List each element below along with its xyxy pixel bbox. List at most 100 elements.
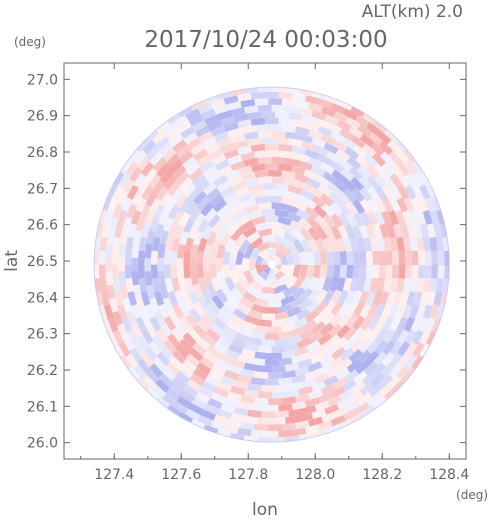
y-tick-label: 26.1 <box>27 399 58 415</box>
heatmap-cell <box>264 333 279 340</box>
heatmap-cell <box>226 391 242 402</box>
heatmap-cell <box>139 203 152 219</box>
heatmap-cell <box>128 148 141 163</box>
heatmap-cell <box>178 364 194 379</box>
heatmap-cell <box>405 172 418 189</box>
heatmap-cell <box>124 250 132 265</box>
heatmap-cell <box>367 316 380 332</box>
heatmap-cell <box>201 289 213 305</box>
heatmap-cell <box>171 349 187 365</box>
heatmap-cell <box>319 193 335 207</box>
heatmap-cell <box>287 408 303 418</box>
heatmap-cell <box>271 437 286 443</box>
heatmap-cell <box>130 190 143 207</box>
heatmap-cell <box>283 285 298 299</box>
heatmap-cell <box>318 98 334 110</box>
heatmap-cell <box>389 185 403 201</box>
heatmap-cell <box>311 137 327 149</box>
heatmap-cell <box>219 305 234 320</box>
heatmap-cell <box>141 374 157 390</box>
heatmap-cell <box>331 169 347 183</box>
heatmap-cell <box>335 148 351 162</box>
heatmap-cell <box>137 155 151 171</box>
heatmap-cell <box>159 321 173 338</box>
heatmap-cell <box>219 209 234 224</box>
heatmap-cell <box>190 243 199 259</box>
heatmap-cell <box>261 111 276 118</box>
heatmap-cell <box>404 329 417 346</box>
heatmap-cell <box>163 339 177 355</box>
heatmap-cell <box>336 397 352 410</box>
heatmap-cell <box>203 243 213 259</box>
heatmap-cell <box>326 334 341 348</box>
heatmap-cell <box>209 264 218 279</box>
heatmap-cell <box>176 120 193 134</box>
heatmap-cell <box>149 151 164 166</box>
heatmap-cell <box>112 202 124 219</box>
heatmap-cell <box>145 229 156 245</box>
heatmap-cell <box>350 135 367 149</box>
heatmap-cell <box>107 196 119 212</box>
x-tick-label: 127.4 <box>94 467 134 483</box>
heatmap-cell <box>206 170 222 185</box>
heatmap-cell <box>239 395 255 404</box>
heatmap-cell <box>381 340 396 356</box>
heatmap-cell <box>105 257 112 272</box>
heatmap-cell <box>241 197 257 209</box>
heatmap-cell <box>297 358 313 370</box>
heatmap-cell <box>107 316 119 333</box>
heatmap-cell <box>296 337 312 349</box>
heatmap-cell <box>317 332 333 346</box>
heatmap-cell <box>274 410 290 419</box>
heatmap-cell <box>307 226 321 241</box>
heatmap-cell <box>315 237 326 253</box>
heatmap-cell <box>329 277 340 293</box>
heatmap-cell <box>216 429 232 438</box>
heatmap-cell <box>190 270 199 286</box>
heatmap-cell <box>268 124 283 131</box>
heatmap-cell <box>386 291 397 307</box>
heatmap-cell <box>100 290 110 306</box>
heatmap-cell <box>267 326 283 334</box>
heatmap-cell <box>342 137 358 151</box>
heatmap-cell <box>344 224 356 240</box>
heatmap-cell <box>439 291 448 307</box>
heatmap-cell <box>155 327 169 344</box>
heatmap-cell <box>223 369 239 381</box>
heatmap-cell <box>114 290 124 306</box>
heatmap-cell <box>208 147 224 160</box>
heatmap-cell <box>204 374 220 387</box>
heatmap-cell <box>346 264 354 279</box>
heatmap-cell <box>301 141 317 152</box>
heatmap-cell <box>196 318 211 333</box>
y-tick-label: 26.6 <box>27 218 58 234</box>
heatmap-cell <box>254 264 264 275</box>
heatmap-cell <box>319 322 335 337</box>
heatmap-cell <box>320 412 337 424</box>
heatmap-cell <box>315 225 329 241</box>
heatmap-cell <box>159 191 173 207</box>
heatmap-cell <box>294 172 310 184</box>
heatmap-cell <box>207 119 223 132</box>
heatmap-cell <box>336 190 351 205</box>
heatmap-cell <box>254 195 269 205</box>
heatmap-cell <box>389 161 404 178</box>
x-axis: 127.4 127.6 127.8 128.0 128.2 128.4 <box>80 63 469 483</box>
heatmap-cell <box>363 237 373 253</box>
heatmap-cell <box>239 297 254 310</box>
heatmap-cell <box>369 236 379 252</box>
heatmap-cell <box>278 243 292 256</box>
heatmap-cell <box>285 239 299 254</box>
heatmap-cell <box>157 257 164 272</box>
heatmap-cell <box>351 187 366 203</box>
heatmap-cell <box>188 307 202 323</box>
heatmap-cell <box>268 169 283 177</box>
heatmap-cell <box>275 111 290 119</box>
heatmap-cell <box>354 360 370 375</box>
heatmap-cell <box>111 250 119 265</box>
heatmap-cell <box>409 209 420 226</box>
heatmap-cell <box>182 384 199 398</box>
heatmap-cell <box>395 304 406 320</box>
heatmap-cell <box>170 186 185 202</box>
heatmap-cell <box>366 328 381 344</box>
